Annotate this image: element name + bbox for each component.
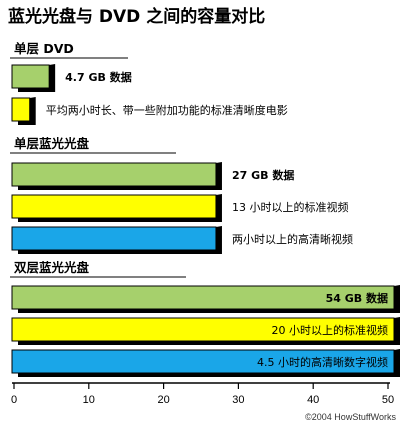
group-title: 双层蓝光光盘 xyxy=(13,260,90,275)
x-tick-label: 20 xyxy=(157,394,169,406)
group-title: 单层 DVD xyxy=(14,41,74,56)
x-tick-label: 10 xyxy=(83,394,95,406)
bar xyxy=(11,285,395,310)
plot-area: 单层 DVD 4.7 GB 数据平均两小时长、带一些附加功能的标准清晰度电影单层蓝… xyxy=(10,41,400,406)
bar xyxy=(11,349,395,374)
bar-label: 54 GB 数据 xyxy=(326,291,388,305)
chart-title: 蓝光光盘与 DVD 之间的容量对比 xyxy=(8,6,265,27)
x-tick-label: 50 xyxy=(382,394,394,406)
bar-shadow xyxy=(18,285,400,313)
copyright-text: ©2004 HowStuffWorks xyxy=(305,412,396,422)
x-tick-label: 30 xyxy=(232,394,244,406)
bar-label: 4.7 GB 数据 xyxy=(65,70,132,84)
bar-shadow xyxy=(18,226,222,254)
bar xyxy=(11,64,50,89)
bar xyxy=(11,194,217,219)
x-tick-label: 40 xyxy=(307,394,319,406)
bar-label: 27 GB 数据 xyxy=(232,168,294,182)
bar-shadow xyxy=(18,97,36,125)
bar-shadow xyxy=(18,349,400,377)
bar xyxy=(11,97,31,122)
bar-label: 13 小时以上的标准视频 xyxy=(232,200,349,214)
x-tick-label: 0 xyxy=(11,394,17,406)
bar-label: 平均两小时长、带一些附加功能的标准清晰度电影 xyxy=(46,103,288,117)
group-title: 单层蓝光光盘 xyxy=(14,136,90,151)
bar-shadow xyxy=(18,317,400,345)
bar-label: 4.5 小时的高清晰数字视频 xyxy=(257,355,388,369)
bar-label: 20 小时以上的标准视频 xyxy=(272,323,389,337)
bar xyxy=(11,162,217,187)
bar-shadow xyxy=(18,162,222,190)
bar xyxy=(11,226,217,251)
bar xyxy=(11,317,395,342)
bar-shadow xyxy=(18,194,222,222)
bar-shadow xyxy=(18,64,56,92)
bar-label: 两小时以上的高清晰视频 xyxy=(232,232,353,246)
